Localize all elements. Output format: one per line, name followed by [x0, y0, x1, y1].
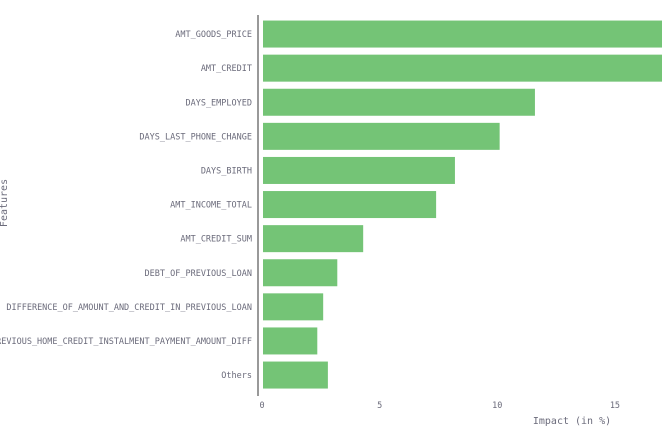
category-label: AMT_INCOME_TOTAL: [170, 201, 252, 211]
bars-layer: [263, 20, 662, 389]
bar-amt-credit: [263, 54, 662, 82]
bar-debt-of-previous-loan: [263, 259, 338, 287]
category-label: DIFFERENCE_OF_AMOUNT_AND_CREDIT_IN_PREVI…: [6, 303, 252, 313]
category-label: DAYS_BIRTH: [201, 166, 252, 176]
bar-days-last-phone-change: [263, 122, 500, 150]
bar-amt-credit-sum: [263, 225, 364, 253]
x-tick-label: 0: [259, 401, 264, 411]
x-tick-labels: 0 5 10 15: [259, 401, 620, 411]
bar-days-birth: [263, 156, 455, 184]
bar-difference-of-amount-and-credit-in-previous-loan: [263, 293, 324, 321]
category-label: Others: [221, 371, 252, 381]
category-label: AMT_CREDIT_SUM: [180, 235, 252, 245]
category-labels: AMT_GOODS_PRICE AMT_CREDIT DAYS_EMPLOYED DA…: [0, 30, 252, 381]
category-label: DEBT_OF_PREVIOUS_LOAN: [145, 269, 252, 279]
x-axis-title: Impact (in %): [533, 416, 611, 427]
bar-amt-income-total: [263, 191, 437, 219]
category-label: PREVIOUS_HOME_CREDIT_INSTALMENT_PAYMENT_…: [0, 337, 252, 347]
category-label: DAYS_EMPLOYED: [185, 98, 252, 108]
bar-days-employed: [263, 88, 535, 116]
category-label: AMT_GOODS_PRICE: [175, 30, 252, 40]
bar-amt-goods-price: [263, 20, 662, 48]
bar-others: [263, 361, 328, 389]
x-tick-label: 5: [377, 401, 382, 411]
x-tick-label: 15: [610, 401, 620, 411]
y-axis-title: Features: [0, 179, 10, 227]
bar-previous-home-credit-instalment-payment-amount-diff: [263, 327, 318, 355]
x-tick-label: 10: [492, 401, 502, 411]
category-label: AMT_CREDIT: [201, 64, 252, 74]
category-label: DAYS_LAST_PHONE_CHANGE: [139, 132, 252, 142]
